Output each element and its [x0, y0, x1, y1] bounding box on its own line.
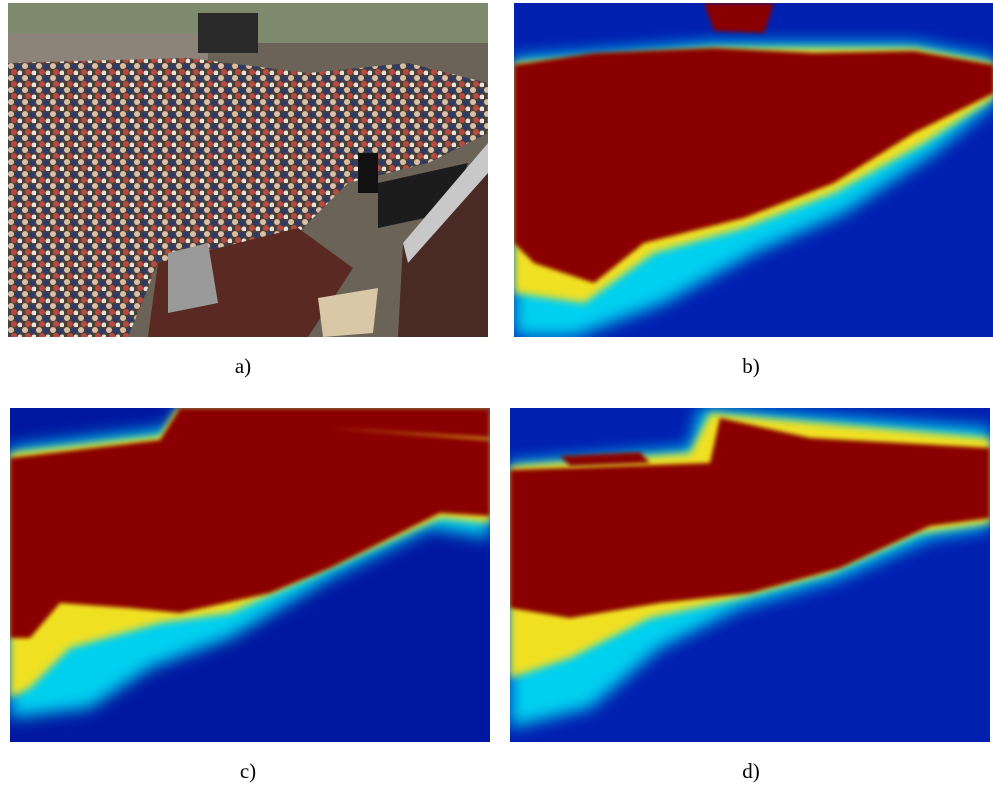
- figure: a) b) c) d): [0, 0, 993, 787]
- panel-label: b): [742, 354, 760, 378]
- heatmap-d: [510, 408, 992, 742]
- heatmap-b: [514, 3, 993, 337]
- heatmap-c: [10, 408, 490, 742]
- panel-label: d): [742, 759, 760, 783]
- photo: [8, 3, 488, 337]
- panel-label: c): [240, 759, 256, 783]
- figure-svg: a) b) c) d): [0, 0, 993, 787]
- panel-label: a): [235, 354, 251, 378]
